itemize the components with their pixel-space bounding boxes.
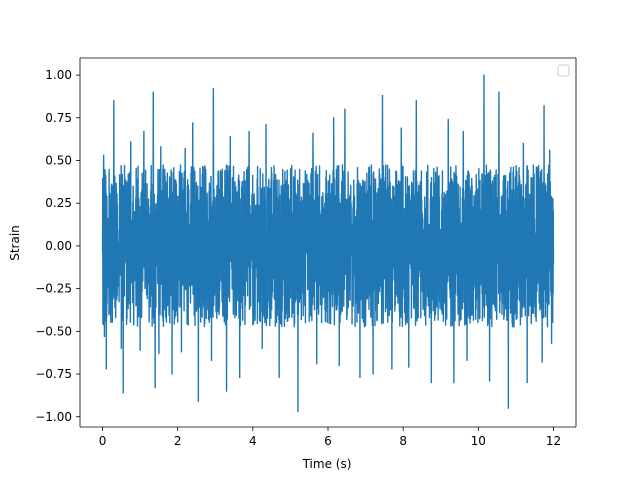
x-axis-label: Time (s) — [302, 457, 352, 471]
x-tick-label: 8 — [399, 434, 407, 448]
y-axis: −1.00 −0.75 −0.50 −0.25 0.00 0.25 0.50 0.75 1.00 — [35, 68, 80, 424]
y-tick-label: −0.50 — [35, 324, 72, 338]
x-tick-label: 10 — [471, 434, 486, 448]
y-tick-label: −0.25 — [35, 282, 72, 296]
y-axis-label: Strain — [8, 225, 22, 261]
series-line-strain — [101, 74, 555, 413]
x-tick-label: 12 — [546, 434, 561, 448]
x-tick-label: 0 — [99, 434, 107, 448]
y-tick-label: 1.00 — [45, 68, 72, 82]
y-tick-label: 0.25 — [45, 196, 72, 210]
y-tick-label: 0.50 — [45, 154, 72, 168]
y-tick-label: −1.00 — [35, 410, 72, 424]
x-axis: 0 2 4 6 8 10 12 — [99, 427, 561, 448]
y-tick-label: −0.75 — [35, 367, 72, 381]
series-layer — [101, 74, 555, 413]
x-tick-label: 6 — [324, 434, 332, 448]
legend — [557, 64, 570, 77]
y-tick-label: 0.75 — [45, 111, 72, 125]
legend-box — [557, 64, 570, 77]
y-tick-label: 0.00 — [45, 239, 72, 253]
x-tick-label: 4 — [249, 434, 257, 448]
x-tick-label: 2 — [174, 434, 182, 448]
